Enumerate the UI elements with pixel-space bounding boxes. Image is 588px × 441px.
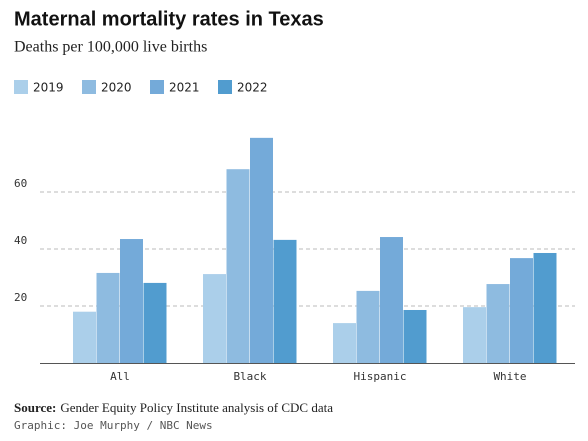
y-tick-label: 20: [14, 291, 27, 304]
bar: [510, 258, 533, 363]
legend-label: 2022: [237, 81, 268, 95]
bar: [120, 239, 143, 363]
x-tick-label: White: [493, 370, 526, 383]
bar: [250, 137, 273, 363]
bar: [380, 237, 403, 363]
bar: [403, 309, 427, 363]
chart-title: Maternal mortality rates in Texas: [14, 8, 324, 30]
bar: [226, 169, 250, 363]
bar: [143, 282, 167, 363]
bar: [273, 239, 297, 363]
legend-label: 2021: [169, 81, 200, 95]
credit: Graphic: Joe Murphy / NBC News: [14, 419, 213, 432]
bar: [203, 274, 226, 363]
bar: [73, 311, 96, 363]
legend-swatch: [218, 80, 232, 94]
legend-swatch: [150, 80, 164, 94]
bar: [486, 284, 510, 363]
x-tick-label: Hispanic: [354, 370, 407, 383]
bar: [333, 323, 356, 363]
legend-label: 2019: [33, 81, 64, 95]
legend-swatch: [82, 80, 96, 94]
source: Source: Gender Equity Policy Institute an…: [14, 400, 333, 415]
legend-label: 2020: [101, 81, 132, 95]
y-tick-label: 40: [14, 234, 27, 247]
bar: [533, 252, 557, 363]
bar: [96, 272, 120, 363]
bar: [356, 290, 380, 363]
bar: [463, 307, 486, 363]
y-tick-label: 60: [14, 177, 27, 190]
legend-swatch: [14, 80, 28, 94]
x-tick-label: All: [110, 370, 130, 383]
source-label: Source:: [14, 400, 56, 415]
source-text: Gender Equity Policy Institute analysis …: [60, 400, 333, 415]
x-tick-label: Black: [233, 370, 266, 383]
chart-subtitle: Deaths per 100,000 live births: [14, 39, 207, 56]
